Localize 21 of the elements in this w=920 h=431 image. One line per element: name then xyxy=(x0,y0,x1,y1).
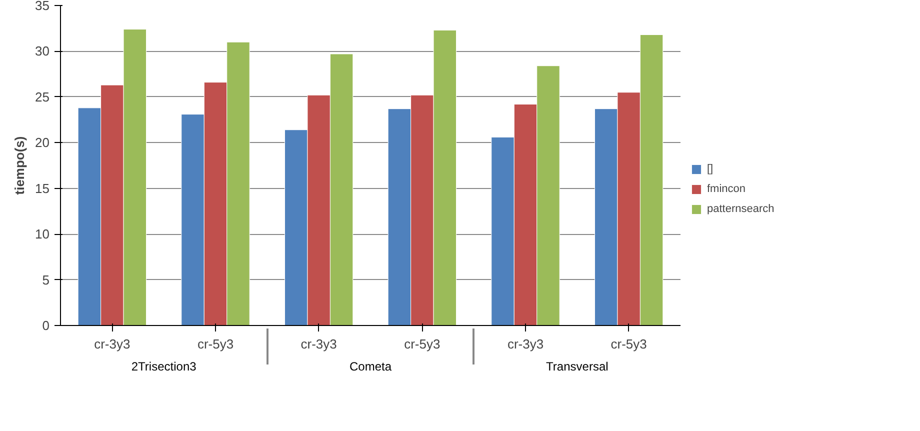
legend-label: fmincon xyxy=(707,183,746,195)
y-tick-label: 25 xyxy=(35,89,50,104)
legend-label: [] xyxy=(707,163,714,175)
y-tick-label: 30 xyxy=(35,44,50,59)
text: Cometa xyxy=(349,360,392,374)
x-tick-label: cr-5y3 xyxy=(404,336,440,352)
x-tick-label: cr-3y3 xyxy=(300,336,337,352)
x-tick-label: cr-5y3 xyxy=(610,336,647,352)
x-tick-label: cr-5y3 xyxy=(197,336,234,352)
y-tick-label: 15 xyxy=(35,180,50,196)
y-tick-label: 0 xyxy=(42,318,50,333)
text: 2Trisection3 xyxy=(131,360,197,374)
x-tick-label: cr-3y3 xyxy=(507,336,544,352)
x-tick-label: cr-3y3 xyxy=(94,336,130,352)
legend-label: patternsearch xyxy=(707,203,774,215)
y-tick-label: 5 xyxy=(42,272,50,288)
y-tick-label: 10 xyxy=(35,226,50,242)
y-axis-title: tiempo(s) xyxy=(12,136,28,195)
y-tick-label: 20 xyxy=(35,135,50,150)
y-tick-label: 35 xyxy=(35,0,50,13)
text: Transversal xyxy=(546,360,608,374)
